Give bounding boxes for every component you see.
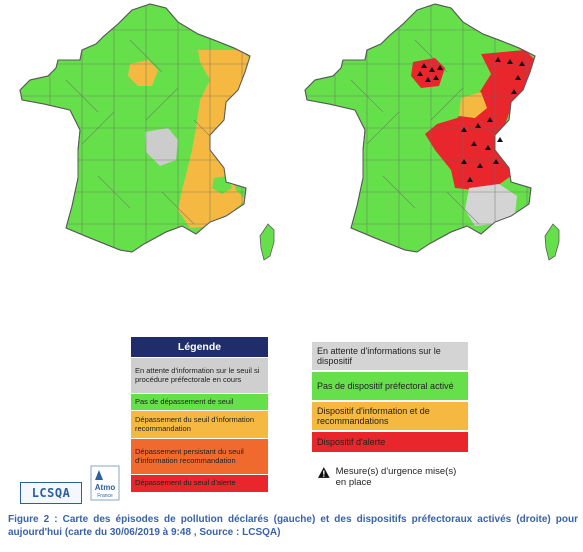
- lcsqa-logo: LCSQA: [20, 482, 82, 504]
- right-orange-patch: [459, 92, 487, 118]
- legend-item-label: Dépassement du seuil d'information recom…: [135, 415, 254, 433]
- legend-title: Légende: [131, 337, 268, 357]
- legend-item-no-device: Pas de dispositif préfectoral activé: [312, 372, 468, 402]
- warning-markers: [417, 57, 525, 182]
- legend-item-label: Dispositif d'information et de recommand…: [317, 406, 430, 426]
- legend-item-label: Pas de dispositif préfectoral activé: [317, 381, 454, 391]
- right-map: [304, 3, 560, 261]
- legend-item-label: Dépassement du seuil d'alerte: [135, 478, 236, 488]
- legend-item-label: Dépassement persistant du seuil d'inform…: [135, 447, 244, 465]
- right-grey-southeast: [465, 184, 517, 226]
- warning-triangle-icon: [318, 467, 330, 478]
- legend-item-info-device: Dispositif d'information et de recommand…: [312, 402, 468, 432]
- legend-item-pending: En attente d'information sur le seuil si…: [131, 357, 268, 393]
- legend-item-label: En attente d'informations sur le disposi…: [317, 346, 441, 366]
- right-red-east: [425, 50, 535, 190]
- right-red-paris: [411, 58, 445, 88]
- atmo-logo-text: Atmo: [95, 483, 116, 492]
- legend-item-info-threshold: Dépassement du seuil d'information recom…: [131, 410, 268, 438]
- atmo-logo-subtext: France: [97, 493, 113, 499]
- legend-item-label: Pas de dépassement de seuil: [135, 396, 234, 406]
- left-orange-paris: [128, 60, 158, 86]
- legend-item-label: En attente d'information sur le seuil si…: [135, 366, 260, 384]
- legend-item-pending-device: En attente d'informations sur le disposi…: [312, 342, 468, 372]
- legend-item-no-exceedance: Pas de dépassement de seuil: [131, 393, 268, 410]
- left-map: [19, 3, 275, 261]
- legend-item-alert-device: Dispositif d'alerte: [312, 432, 468, 454]
- legend-item-label: Dispositif d'alerte: [317, 437, 386, 447]
- left-grey-center: [145, 128, 178, 166]
- legend-item-persistent: Dépassement persistant du seuil d'inform…: [131, 438, 268, 474]
- legend-dispositifs: En attente d'informations sur le disposi…: [312, 342, 468, 454]
- legend-episodes: Légende En attente d'information sur le …: [131, 337, 268, 492]
- emergency-label: Mesure(s) d'urgence mise(s) en place: [335, 466, 457, 488]
- lcsqa-logo-text: LCSQA: [31, 486, 71, 500]
- atmo-france-logo: Atmo France: [90, 465, 120, 501]
- legend-emergency: Mesure(s) d'urgence mise(s) en place: [318, 466, 468, 488]
- figure-caption: Figure 2 : Carte des épisodes de polluti…: [8, 514, 578, 538]
- legend-item-alert: Dépassement du seuil d'alerte: [131, 474, 268, 492]
- pollution-maps: [19, 3, 560, 261]
